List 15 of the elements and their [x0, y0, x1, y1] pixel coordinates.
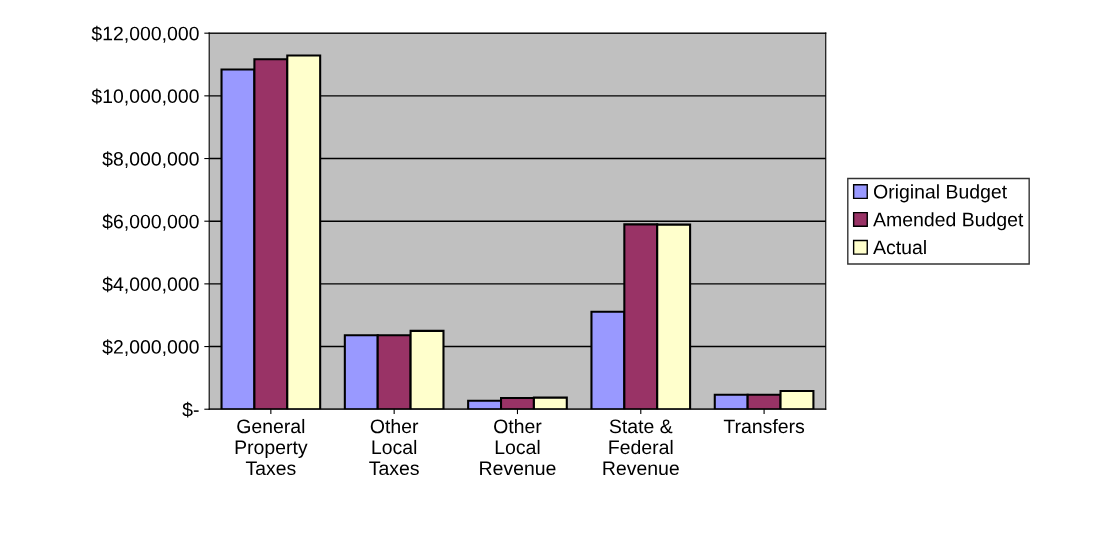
y-tick-label: $-	[182, 401, 199, 418]
x-tick-label: General Property Taxes	[235, 418, 308, 476]
y-tick-label: $2,000,000	[102, 339, 199, 357]
y-tick-label: $6,000,000	[102, 213, 199, 231]
x-tick-label: Other Local Revenue	[480, 418, 556, 476]
y-tick-label: $8,000,000	[102, 151, 199, 169]
x-tick-label: Other Local Taxes	[369, 418, 419, 476]
y-tick-label: $12,000,000	[91, 25, 199, 43]
legend-label: Original Budget	[874, 184, 1007, 203]
legend-label: Actual	[873, 239, 926, 255]
x-tick-label: Transfers	[723, 418, 805, 434]
y-tick-label: $4,000,000	[102, 276, 199, 294]
legend-label: Amended Budget	[873, 212, 1024, 231]
y-tick-label: $10,000,000	[91, 88, 199, 106]
x-tick-label: State & Federal Revenue	[603, 419, 679, 476]
